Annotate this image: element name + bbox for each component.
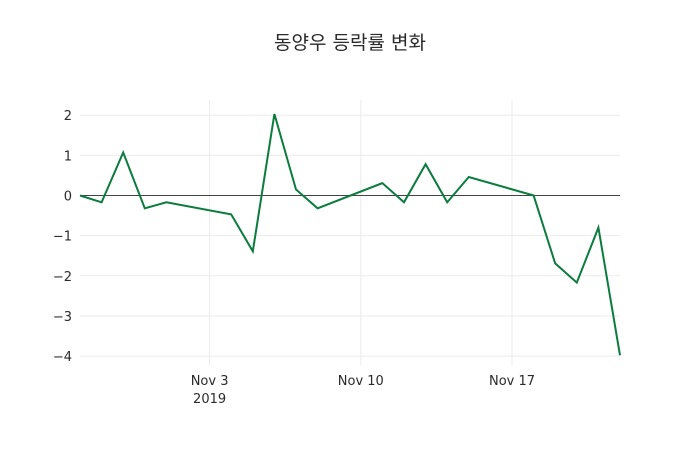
y-tick-label: −2 bbox=[53, 270, 72, 285]
y-tick-label: 0 bbox=[64, 190, 72, 205]
y-axis-labels: 2 1 0 −1 −2 −3 −4 bbox=[53, 109, 72, 365]
y-tick-label: 2 bbox=[64, 109, 72, 124]
x-tick-label: Nov 3 bbox=[191, 374, 229, 389]
x-tick-sublabel: 2019 bbox=[193, 392, 226, 407]
y-tick-label: −1 bbox=[53, 230, 72, 245]
x-axis-labels: Nov 3 2019 Nov 10 Nov 17 bbox=[191, 374, 535, 407]
chart-title: 동양우 등락률 변화 bbox=[274, 32, 426, 54]
x-tick-label: Nov 17 bbox=[489, 374, 535, 389]
series-line bbox=[79, 113, 621, 356]
y-tick-label: −4 bbox=[53, 350, 72, 365]
grid-lines bbox=[80, 100, 620, 365]
y-tick-label: 1 bbox=[64, 149, 72, 164]
y-tick-label: −3 bbox=[53, 310, 72, 325]
x-tick-label: Nov 10 bbox=[338, 374, 384, 389]
